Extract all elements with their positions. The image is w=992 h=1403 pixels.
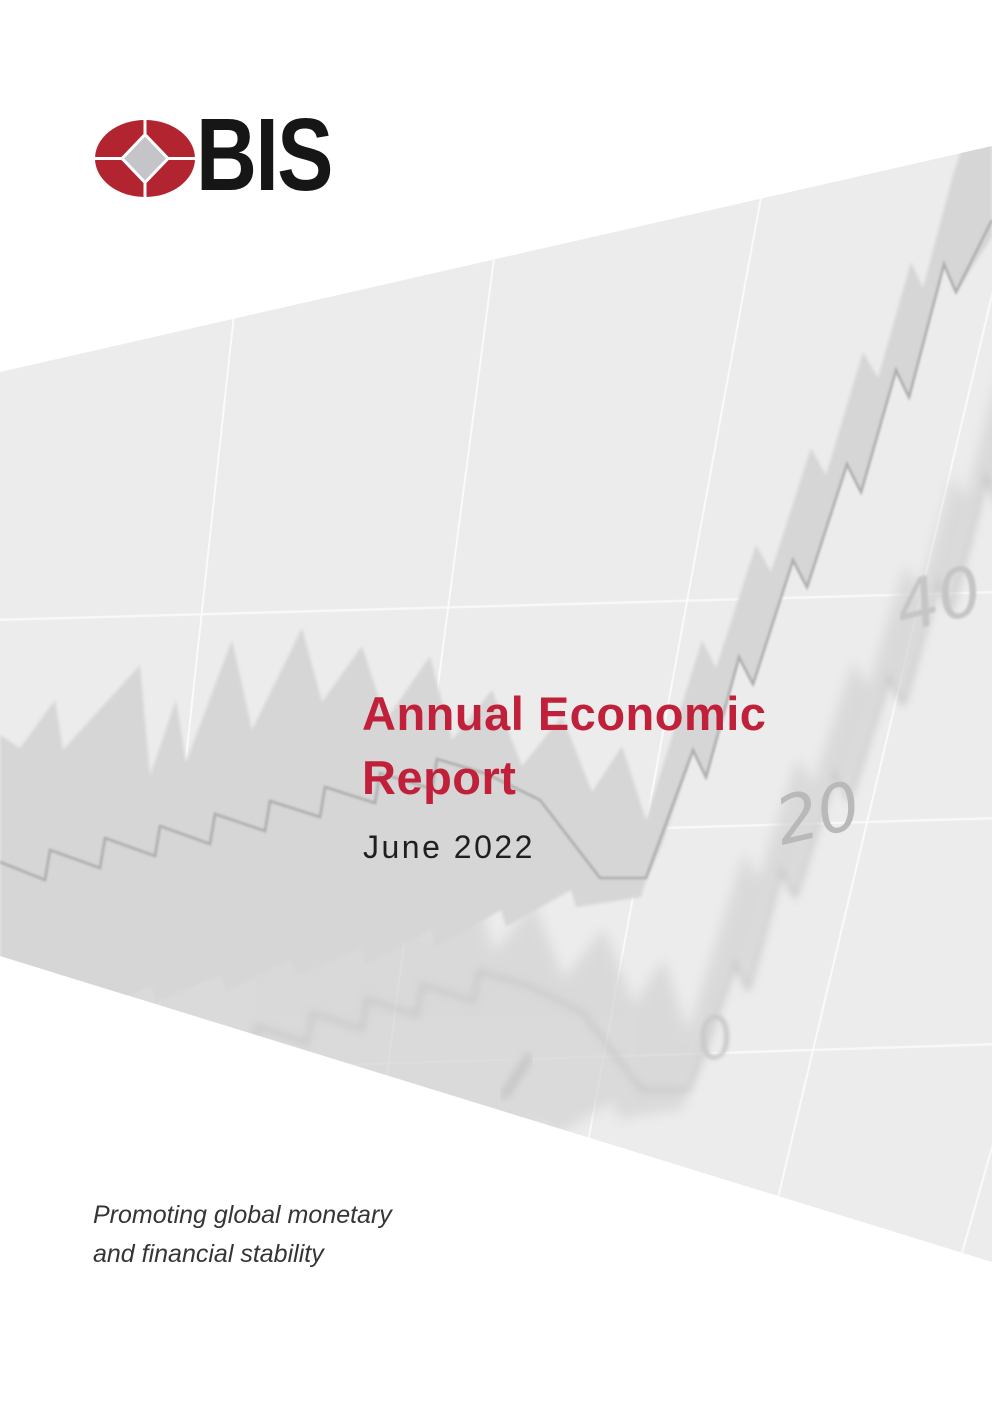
report-title-line-2: Report	[362, 751, 517, 804]
bis-logo-icon	[95, 120, 195, 197]
tagline-line-2: and financial stability	[93, 1240, 324, 1268]
logo-diamond	[119, 132, 171, 185]
report-title: Annual Economic Report	[362, 682, 852, 810]
tagline: Promoting global monetary and financial …	[93, 1196, 392, 1274]
report-title-line-1: Annual Economic	[362, 687, 767, 740]
report-date: June 2022	[363, 829, 535, 865]
tagline-line-1: Promoting global monetary	[93, 1201, 392, 1229]
bg-tick-20: 20	[768, 767, 867, 861]
bis-logo-text: BIS	[196, 97, 334, 212]
bg-dash-fragment	[500, 1053, 533, 1100]
